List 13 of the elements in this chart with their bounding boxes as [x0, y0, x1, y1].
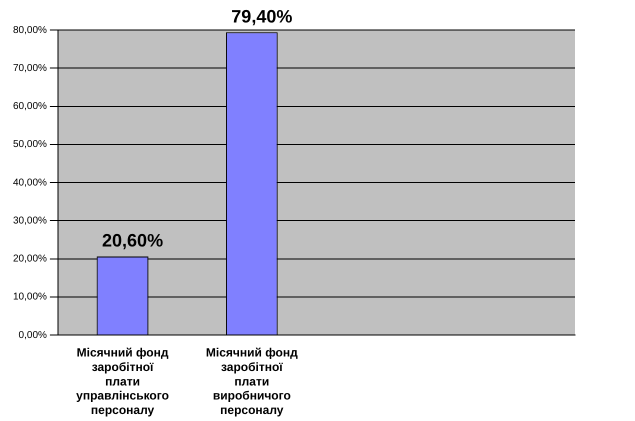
y-tick-label: 30,00% [12, 215, 48, 226]
y-tick-label: 50,00% [12, 139, 48, 150]
data-label: 79,40% [231, 6, 292, 26]
y-tick-label: 10,00% [12, 292, 48, 303]
y-tick-label: 60,00% [12, 101, 48, 112]
y-tick-label: 0,00% [18, 330, 48, 341]
data-label: 20,60% [102, 230, 164, 250]
y-tick-label: 80,00% [12, 24, 48, 36]
y-tick-label: 20,00% [12, 254, 48, 264]
y-tick-label: 40,00% [12, 177, 48, 188]
y-tick-label: 70,00% [12, 62, 48, 74]
x-tick-label: Місячний фонд заробітної плати виробничого персоналу [206, 346, 298, 418]
x-tick-label: Місячний фонд заробітної плати управлінського персоналу [76, 346, 169, 418]
